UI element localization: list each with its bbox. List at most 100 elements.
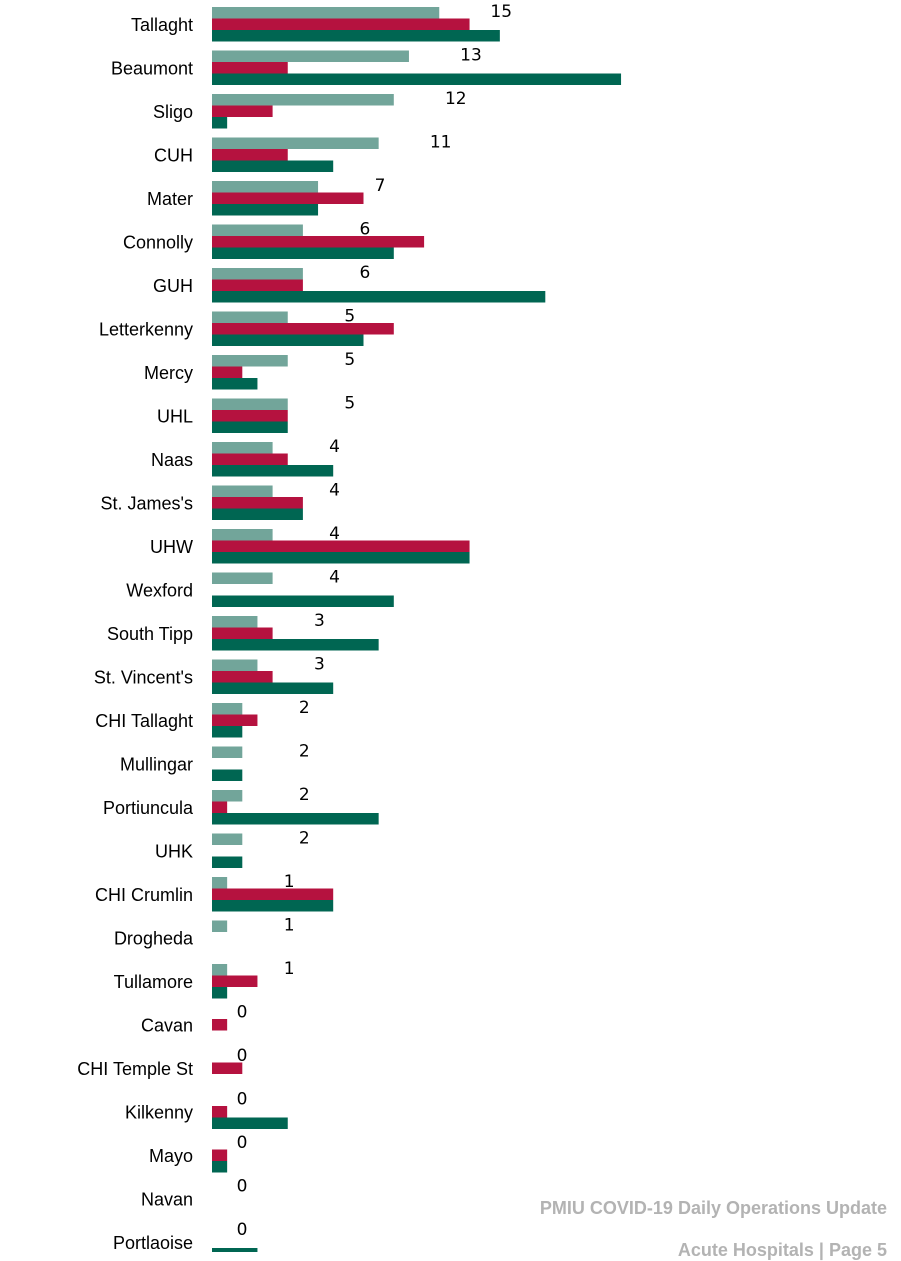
- bar-series-1: [212, 94, 394, 106]
- bar-series-1: [212, 137, 379, 149]
- category-label: Tullamore: [114, 972, 193, 992]
- bar-series-1: [212, 790, 243, 802]
- category-label: Drogheda: [114, 929, 194, 949]
- bar-series-3: [212, 247, 394, 259]
- bar-series-1: [212, 311, 288, 323]
- data-label: 4: [329, 481, 340, 501]
- data-label: 12: [445, 89, 467, 109]
- bar-series-1: [212, 529, 273, 541]
- data-label: 5: [344, 394, 355, 414]
- bar-series-2: [212, 1019, 228, 1031]
- category-label: UHK: [155, 842, 193, 862]
- bar-series-1: [212, 746, 243, 758]
- bar-series-1: [212, 616, 258, 628]
- bar-series-1: [212, 7, 440, 19]
- bar-series-1: [212, 877, 228, 889]
- data-label: 4: [329, 437, 340, 457]
- data-label: 0: [237, 1003, 248, 1023]
- bar-series-2: [212, 1062, 243, 1074]
- bar-series-1: [212, 659, 258, 671]
- data-label: 4: [329, 568, 340, 588]
- category-label: St. Vincent's: [94, 668, 193, 688]
- bar-series-1: [212, 572, 273, 584]
- bar-series-3: [212, 421, 288, 433]
- data-label: 5: [344, 307, 355, 327]
- category-label: GUH: [153, 276, 193, 296]
- bar-series-2: [212, 236, 425, 248]
- bar-series-2: [212, 714, 258, 726]
- category-label: St. James's: [101, 494, 193, 514]
- bar-series-1: [212, 442, 273, 454]
- bar-series-1: [212, 964, 228, 976]
- bar-series-3: [212, 334, 364, 346]
- bar-series-2: [212, 1106, 228, 1118]
- bar-series-3: [212, 813, 379, 825]
- data-label: 1: [284, 916, 295, 936]
- data-label: 6: [359, 263, 370, 283]
- bar-series-1: [212, 181, 319, 193]
- bar-series-2: [212, 1149, 228, 1161]
- category-label: UHW: [150, 537, 193, 557]
- bar-series-2: [212, 627, 273, 639]
- category-label: Wexford: [126, 581, 193, 601]
- bar-series-1: [212, 224, 303, 236]
- data-label: 0: [237, 1220, 248, 1240]
- category-label: Portiuncula: [103, 798, 194, 818]
- category-label: Portlaoise: [113, 1233, 193, 1252]
- bar-series-3: [212, 73, 622, 85]
- data-label: 0: [237, 1090, 248, 1110]
- bar-series-2: [212, 105, 273, 117]
- bar-series-3: [212, 552, 470, 564]
- bar-series-3: [212, 595, 394, 607]
- category-label: UHL: [157, 407, 193, 427]
- bar-series-3: [212, 900, 334, 912]
- data-label: 3: [314, 611, 325, 631]
- data-label: 2: [299, 785, 310, 805]
- bar-series-2: [212, 192, 364, 204]
- category-label: CUH: [154, 146, 193, 166]
- category-label: Navan: [141, 1190, 193, 1210]
- bar-series-1: [212, 355, 288, 367]
- bar-series-3: [212, 639, 379, 651]
- category-label: CHI Temple St: [77, 1059, 193, 1079]
- data-label: 7: [375, 176, 386, 196]
- bar-series-2: [212, 18, 470, 30]
- data-label: 0: [237, 1046, 248, 1066]
- data-label: 1: [284, 872, 295, 892]
- data-label: 15: [490, 2, 512, 22]
- category-label: Mater: [147, 189, 193, 209]
- data-label: 0: [237, 1177, 248, 1197]
- category-label: Mayo: [149, 1146, 193, 1166]
- bar-series-3: [212, 1117, 288, 1129]
- bar-series-2: [212, 671, 273, 683]
- footer-report-title: PMIU COVID-19 Daily Operations Update: [539, 1198, 887, 1218]
- bar-series-2: [212, 366, 243, 378]
- data-label: 3: [314, 655, 325, 675]
- bar-series-3: [212, 682, 334, 694]
- data-label: 5: [344, 350, 355, 370]
- category-label: Naas: [151, 450, 193, 470]
- bar-series-3: [212, 160, 334, 172]
- bar-series-2: [212, 410, 288, 422]
- bar-series-3: [212, 291, 546, 303]
- category-label: Beaumont: [111, 59, 193, 79]
- data-label: 2: [299, 742, 310, 762]
- data-label: 1: [284, 959, 295, 979]
- category-label: CHI Tallaght: [95, 711, 193, 731]
- bar-series-3: [212, 204, 319, 216]
- bar-series-1: [212, 920, 228, 932]
- bar-series-1: [212, 50, 409, 62]
- bar-series-3: [212, 508, 303, 520]
- bar-series-3: [212, 465, 334, 477]
- category-label: Sligo: [153, 102, 193, 122]
- bar-series-1: [212, 833, 243, 845]
- bar-series-3: [212, 726, 243, 738]
- data-label: 0: [237, 1133, 248, 1153]
- data-label: 2: [299, 698, 310, 718]
- category-label: Tallaght: [131, 15, 193, 35]
- bar-series-3: [212, 856, 243, 868]
- bar-series-3: [212, 1161, 228, 1173]
- bar-series-1: [212, 485, 273, 497]
- bar-series-1: [212, 398, 288, 410]
